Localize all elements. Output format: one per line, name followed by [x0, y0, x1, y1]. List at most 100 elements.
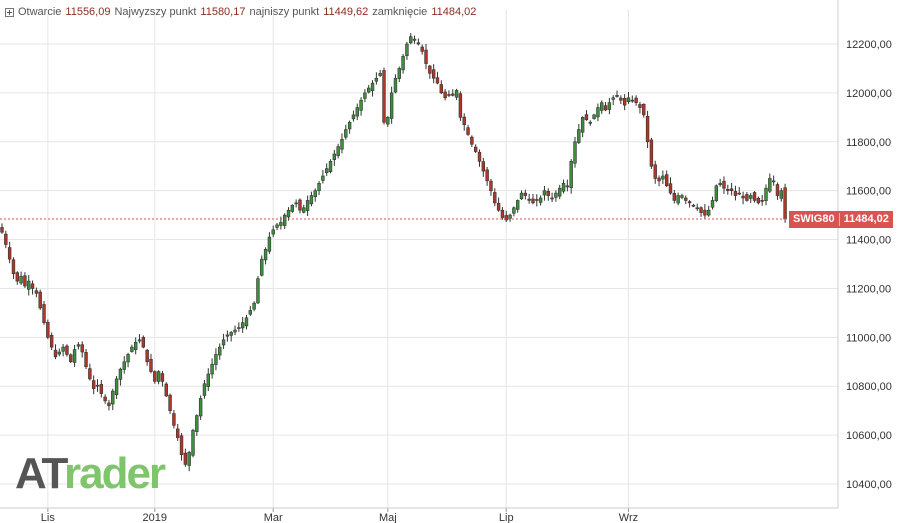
- y-tick-label: 11800,00: [846, 137, 891, 149]
- candle-body: [4, 233, 8, 245]
- candle-body: [363, 92, 367, 99]
- x-tick-label: Wrz: [619, 512, 638, 523]
- candle-body: [706, 209, 711, 216]
- candle-body: [145, 349, 149, 363]
- candle-body: [237, 327, 241, 329]
- candle-body: [565, 185, 570, 188]
- candle-body: [477, 151, 482, 162]
- candle-body: [676, 195, 680, 204]
- candle-body: [244, 317, 249, 327]
- candle-body: [229, 332, 233, 336]
- candle-body: [91, 380, 96, 389]
- candle-body: [72, 349, 77, 363]
- candle-body: [42, 304, 46, 323]
- candle-body: [286, 209, 291, 218]
- candle-body: [409, 36, 413, 44]
- candle-body: [622, 98, 627, 106]
- candle-body: [344, 129, 348, 138]
- candle-body: [191, 429, 195, 456]
- candle-body: [374, 77, 379, 82]
- candle-body: [153, 371, 157, 382]
- candle-body: [645, 115, 650, 143]
- candle-body: [550, 197, 554, 200]
- candle-body: [302, 207, 306, 213]
- candle-body: [149, 359, 153, 372]
- candle-body: [65, 345, 69, 355]
- candle-body: [401, 55, 405, 71]
- candle-body: [57, 351, 62, 355]
- candle-body: [412, 38, 417, 41]
- candle-body: [313, 190, 317, 197]
- low-label: najniszy punkt: [249, 6, 320, 18]
- candle-body: [156, 371, 161, 382]
- candle-body: [737, 192, 741, 195]
- y-tick-label: 10600,00: [846, 430, 892, 442]
- candle-body: [672, 193, 677, 201]
- candle-body: [386, 117, 390, 125]
- candlestick-series: [0, 33, 787, 472]
- candle-body: [317, 183, 321, 192]
- low-value: 11449,62: [323, 6, 369, 18]
- candle-body: [580, 117, 585, 133]
- candle-body: [126, 354, 130, 363]
- candle-body: [80, 344, 84, 353]
- close-label: zamknięcie: [372, 6, 428, 18]
- candle-body: [462, 116, 466, 125]
- candle-body: [714, 185, 719, 201]
- candle-body: [428, 65, 432, 74]
- candle-body: [454, 90, 459, 98]
- candle-body: [172, 413, 176, 426]
- candle-body: [340, 139, 344, 150]
- candle-body: [53, 349, 58, 358]
- candle-body: [134, 341, 138, 350]
- candle-body: [27, 280, 31, 290]
- candle-body: [603, 105, 608, 111]
- candle-body: [137, 339, 142, 342]
- y-tick-label: 11400,00: [846, 235, 891, 247]
- candle-body: [370, 82, 375, 91]
- candle-body: [515, 200, 520, 210]
- candle-body: [355, 107, 359, 117]
- candle-body: [500, 209, 505, 218]
- candle-body: [176, 428, 180, 438]
- y-tick-label: 10400,00: [846, 479, 892, 491]
- open-label: Otwarcie: [18, 6, 62, 18]
- candle-body: [393, 77, 398, 93]
- candle-body: [473, 146, 478, 152]
- candle-body: [367, 87, 371, 93]
- candle-body: [290, 205, 295, 212]
- candle-body: [439, 84, 443, 94]
- last-price-value: 11484,02: [843, 213, 889, 226]
- candle-body: [496, 202, 501, 211]
- candle-body: [611, 97, 615, 100]
- candle-body: [756, 197, 761, 204]
- candle-body: [424, 49, 428, 64]
- chart-grid: [0, 10, 838, 512]
- candle-body: [336, 146, 340, 156]
- candle-body: [447, 94, 451, 96]
- candle-body: [248, 310, 252, 315]
- candle-body: [649, 139, 654, 167]
- candle-body: [626, 97, 631, 102]
- candle-body: [0, 227, 4, 233]
- candle-body: [749, 195, 753, 199]
- candle-body: [305, 200, 310, 211]
- candle-body: [726, 188, 730, 191]
- candle-body: [187, 451, 191, 466]
- x-tick-label: Lis: [41, 512, 56, 523]
- candle-body: [768, 178, 772, 192]
- time-axis-labels: Lis 2019 Mar Maj Lip Wrz: [41, 512, 638, 523]
- candle-body: [23, 275, 27, 287]
- expand-plus-icon[interactable]: [5, 7, 14, 17]
- candle-body: [183, 452, 188, 465]
- attrader-logo: ATrader: [15, 449, 166, 498]
- candle-body: [256, 278, 260, 304]
- candle-body: [218, 346, 222, 356]
- y-tick-label: 12000,00: [846, 88, 892, 100]
- candle-body: [531, 198, 535, 204]
- candle-body: [431, 69, 436, 79]
- candle-body: [19, 275, 23, 284]
- candle-body: [30, 283, 35, 289]
- candle-body: [661, 175, 665, 180]
